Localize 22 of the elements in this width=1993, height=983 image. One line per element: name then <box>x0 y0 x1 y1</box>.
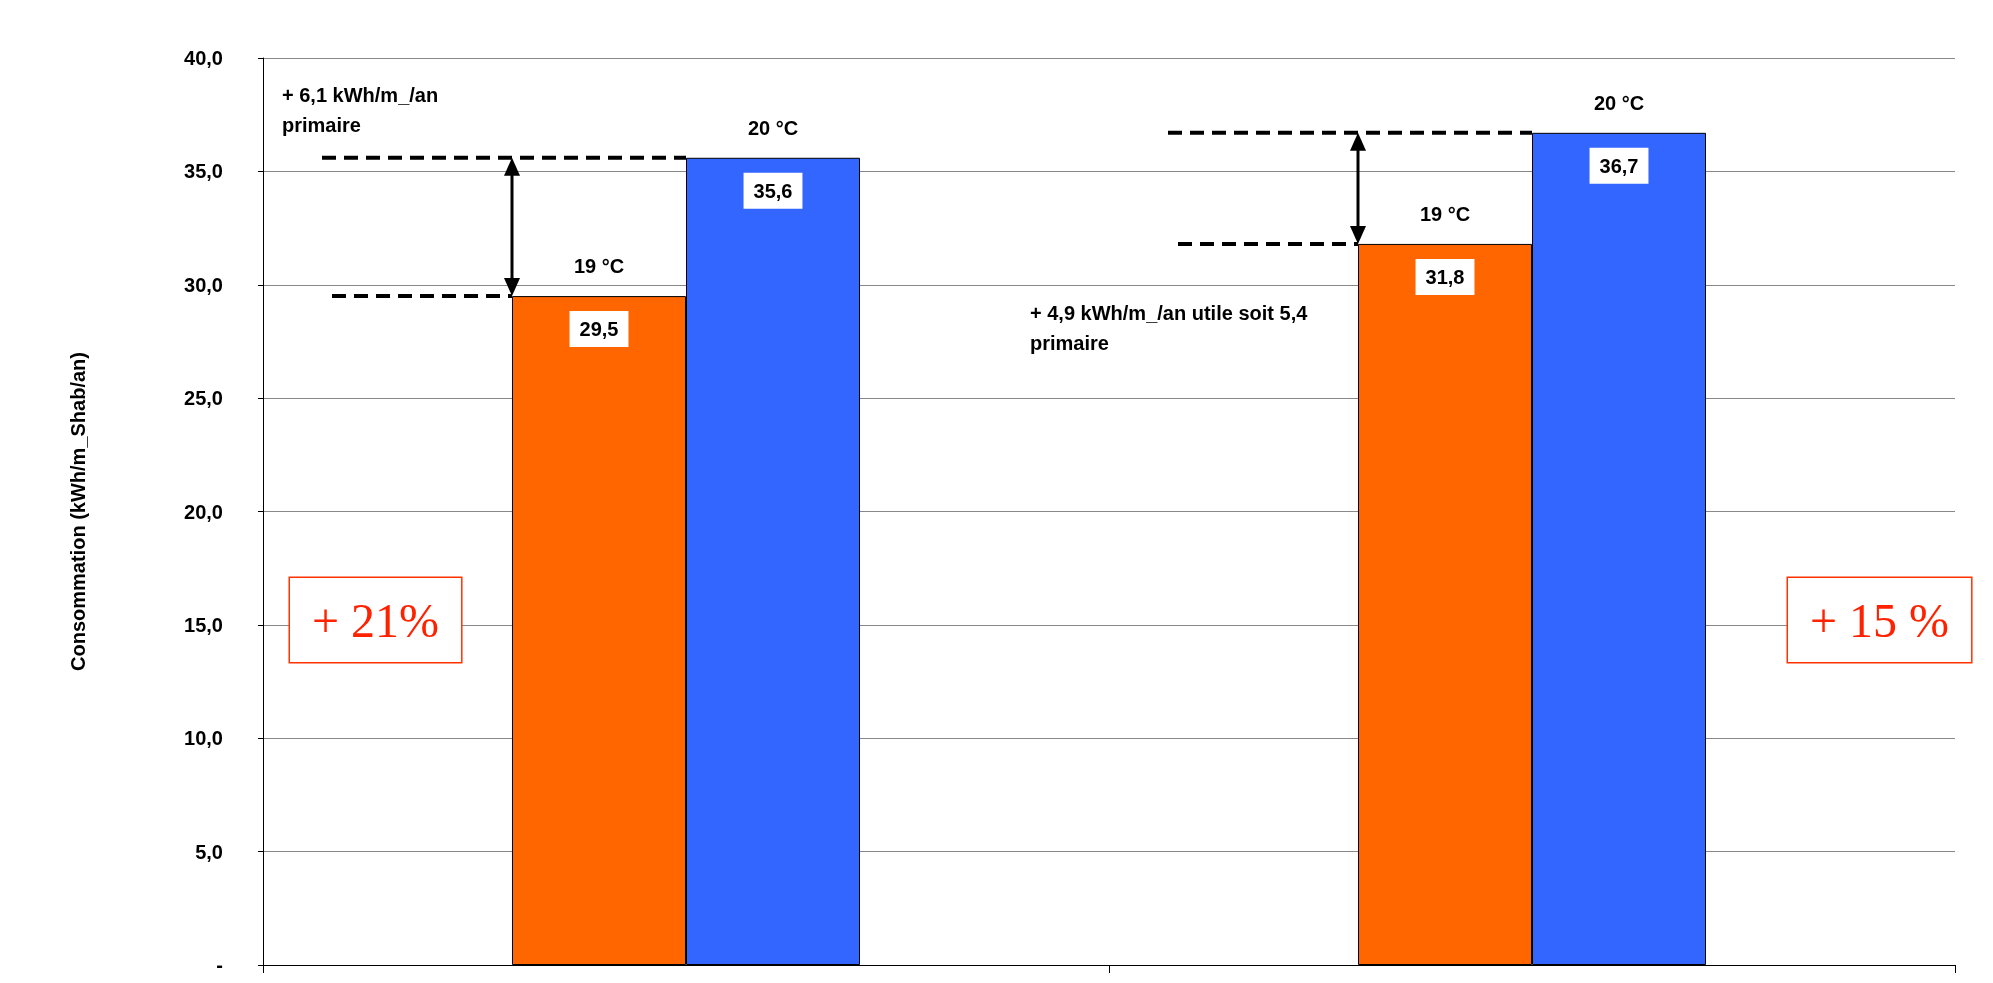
y-tick-label: 15,0 <box>184 613 223 636</box>
y-tick-label: 30,0 <box>184 273 223 296</box>
data-label: 36,7 <box>1599 154 1639 177</box>
annotation: + 21% <box>312 593 440 647</box>
y-tick-label: 5,0 <box>195 840 223 863</box>
data-label: 35,6 <box>753 179 793 202</box>
y-axis-title: Consommation (kWh/m_Shab/an) <box>67 352 89 671</box>
y-tick-label: 10,0 <box>184 727 223 750</box>
y-tick-label: 35,0 <box>184 160 223 183</box>
annotation: + 15 % <box>1810 593 1950 647</box>
data-label: 31,8 <box>1425 265 1465 288</box>
series-label: 20 °C <box>747 116 799 139</box>
series-label: 19 °C <box>573 255 625 278</box>
y-tick-label: - <box>216 954 223 976</box>
text: 19 °C <box>1419 202 1471 225</box>
y-tick-label: 20,0 <box>184 500 223 523</box>
y-tick-label: 25,0 <box>184 387 223 410</box>
annotation: + 4,9 kWh/m_/an utile soit 5,4 primaire <box>1030 302 1313 354</box>
y-tick-label: 40,0 <box>184 47 223 69</box>
annotation: + 6,1 kWh/m_/an primaire <box>282 84 444 136</box>
text: 20 °C <box>1593 91 1645 114</box>
data-label: 29,5 <box>579 318 619 341</box>
